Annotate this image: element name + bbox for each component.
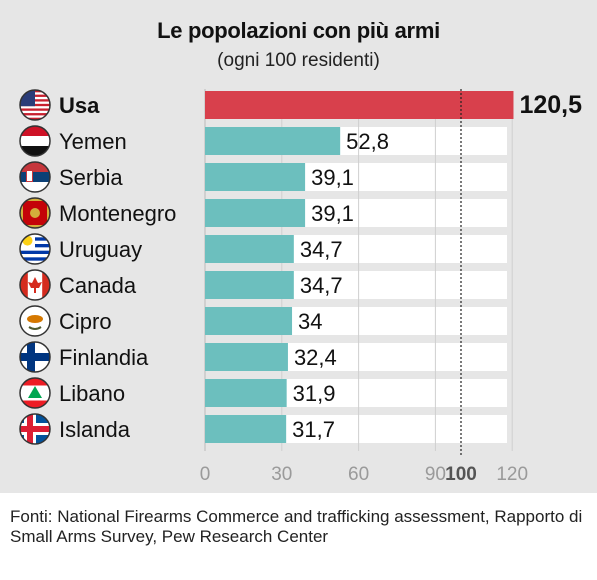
category-label: Uruguay — [59, 237, 142, 262]
data-label: 120,5 — [519, 91, 582, 119]
finland-flag-icon — [19, 341, 51, 373]
lebanon-flag-icon — [19, 377, 51, 409]
data-label: 34,7 — [300, 273, 343, 298]
tick-label: 0 — [200, 464, 211, 485]
bar-chart: 120,5 Usa 52,8 Yemen 39,1 Serbia 39,1 Montenegr… — [19, 89, 582, 485]
category-label: Cipro — [59, 309, 112, 334]
data-label: 39,1 — [311, 201, 354, 226]
bar — [205, 91, 514, 119]
bar — [205, 127, 341, 155]
category-label: Finlandia — [59, 345, 149, 370]
category-label: Islanda — [59, 417, 131, 442]
usa-flag-icon — [19, 89, 51, 121]
category-label: Canada — [59, 273, 137, 298]
montenegro-flag-icon — [19, 197, 51, 229]
cyprus-flag-icon — [19, 305, 51, 337]
data-label: 52,8 — [346, 129, 389, 154]
data-label: 31,9 — [293, 381, 336, 406]
data-label: 34 — [298, 309, 322, 334]
category-label: Usa — [59, 93, 100, 118]
bar — [205, 163, 306, 191]
source-note: Fonti: National Firearms Commerce and tr… — [10, 507, 583, 546]
bar — [205, 307, 293, 335]
chart-subtitle: (ogni 100 residenti) — [217, 50, 380, 71]
canada-flag-icon — [19, 269, 51, 301]
tick-label: 60 — [348, 464, 369, 485]
tick-label: 120 — [496, 464, 528, 485]
tick-label: 90 — [425, 464, 446, 485]
bar — [205, 343, 288, 371]
bar — [205, 199, 306, 227]
category-label: Libano — [59, 381, 125, 406]
chart-title: Le popolazioni con più armi — [157, 18, 440, 43]
yemen-flag-icon — [19, 125, 51, 157]
data-label: 32,4 — [294, 345, 337, 370]
bar — [205, 235, 294, 263]
bar — [205, 415, 287, 443]
tick-label: 100 — [445, 464, 477, 485]
category-label: Serbia — [59, 165, 123, 190]
data-label: 31,7 — [292, 417, 335, 442]
data-label: 39,1 — [311, 165, 354, 190]
data-label: 34,7 — [300, 237, 343, 262]
iceland-flag-icon — [19, 413, 51, 445]
category-label: Yemen — [59, 129, 127, 154]
category-label: Montenegro — [59, 201, 176, 226]
serbia-flag-icon — [19, 161, 51, 193]
tick-label: 30 — [271, 464, 292, 485]
bar — [205, 379, 287, 407]
uruguay-flag-icon — [19, 233, 51, 265]
bar — [205, 271, 294, 299]
